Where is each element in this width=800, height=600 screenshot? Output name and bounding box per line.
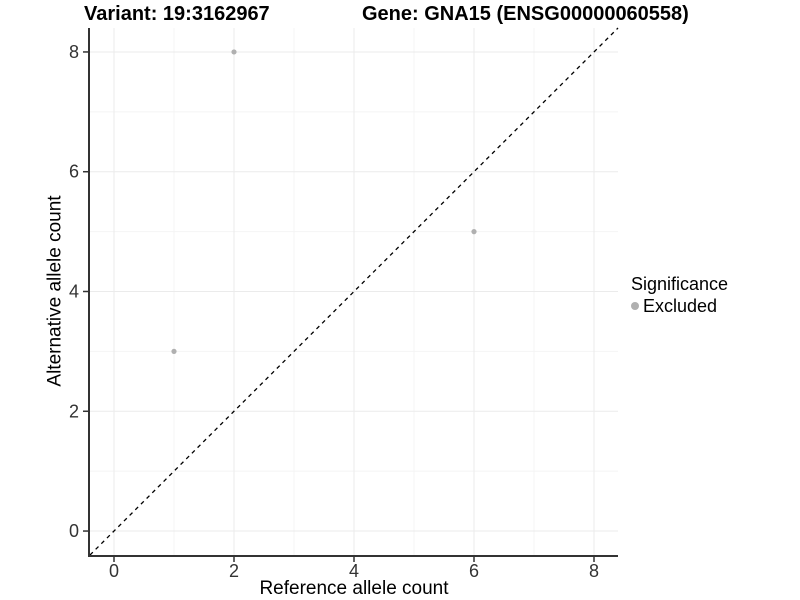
legend: Significance Excluded	[631, 274, 728, 316]
x-axis-tick-label: 2	[229, 561, 239, 581]
x-axis-tick-label: 8	[589, 561, 599, 581]
x-axis-tick-label: 6	[469, 561, 479, 581]
data-point	[471, 229, 477, 235]
y-axis-tick-label: 2	[69, 401, 79, 421]
legend-item-excluded: Excluded	[631, 296, 728, 317]
x-axis-title: Reference allele count	[259, 578, 449, 599]
legend-point-icon	[631, 302, 639, 311]
y-axis-tick-label: 0	[69, 521, 79, 541]
legend-title: Significance	[631, 274, 729, 294]
y-axis-tick-label: 8	[69, 42, 79, 62]
y-axis-tick-label: 4	[69, 282, 79, 302]
x-axis-tick-label: 0	[109, 561, 119, 581]
y-axis-tick-label: 6	[69, 162, 79, 182]
plot-title-variant: Variant: 19:3162967	[84, 3, 270, 25]
y-axis-title: Alternative allele count	[44, 195, 66, 387]
data-point	[231, 49, 237, 55]
data-point	[171, 348, 177, 354]
legend-item-label: Excluded	[643, 295, 718, 316]
plot-title-gene: Gene: GNA15 (ENSG00000060558)	[362, 3, 689, 25]
x-axis-tick-label: 4	[349, 561, 359, 581]
